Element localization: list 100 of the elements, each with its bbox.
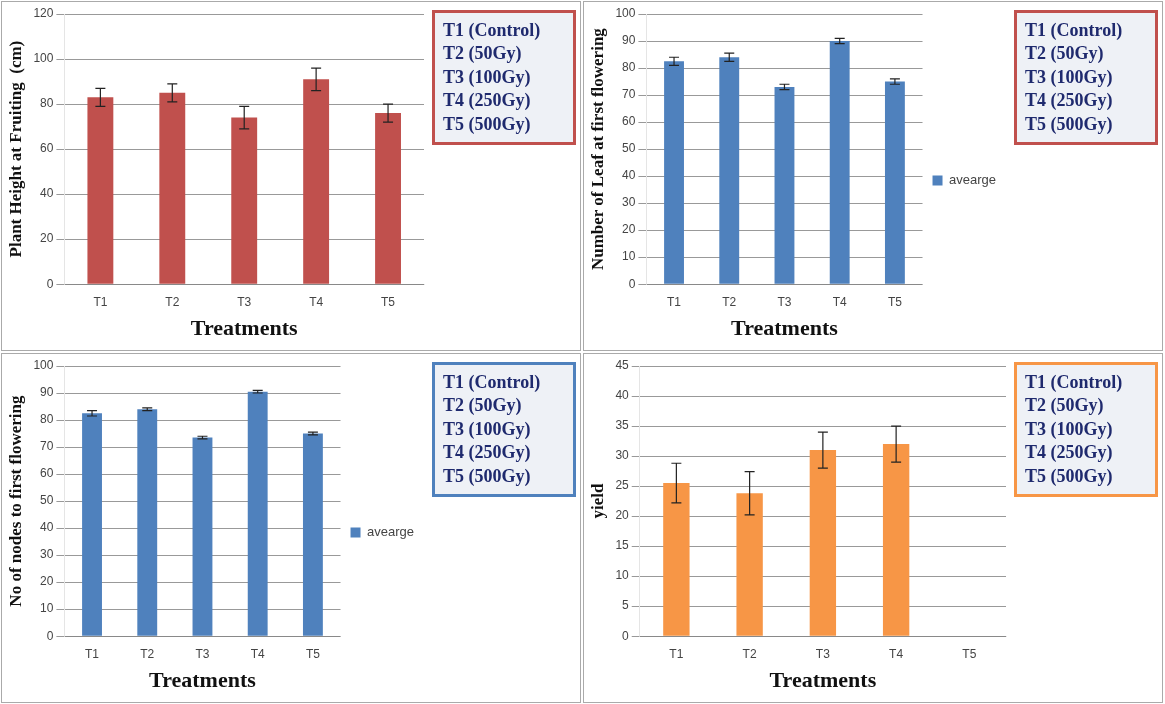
legend-label: avearge	[367, 524, 415, 540]
y-tick-label: 100	[615, 6, 636, 21]
text: T1 (Control)	[443, 371, 542, 394]
x-tick-label: T1	[669, 646, 684, 661]
y-axis-title: yield	[587, 483, 607, 519]
y-tick-label: 60	[40, 466, 54, 481]
y-tick-label: 35	[615, 418, 630, 433]
bar	[829, 41, 850, 284]
x-tick-label: T2	[140, 646, 155, 661]
x-tick-label: T3	[237, 294, 252, 309]
bar	[192, 437, 213, 636]
x-tick-label: T5	[305, 646, 321, 661]
bar	[809, 450, 837, 636]
text: T4 (250Gy)	[443, 441, 532, 465]
text: T2 (50Gy)	[443, 394, 523, 418]
x-tick-label: T5	[887, 294, 903, 309]
text: T5 (500Gy)	[443, 464, 532, 488]
y-tick-label: 0	[622, 628, 630, 643]
y-tick-label: 60	[40, 141, 54, 156]
x-tick-label: T1	[85, 646, 100, 661]
bar	[137, 409, 158, 636]
bar	[231, 117, 258, 284]
y-tick-label: 0	[46, 628, 54, 643]
y-tick-label: 50	[622, 141, 636, 156]
bar	[82, 413, 102, 636]
x-axis-title: Treatments	[190, 315, 298, 341]
bar	[303, 79, 330, 284]
text: T1 (Control)	[1025, 371, 1124, 394]
x-tick-label: T2	[722, 294, 737, 309]
y-tick-label: 120	[33, 6, 54, 21]
text: T2 (50Gy)	[1025, 42, 1105, 66]
x-tick-label: T4	[889, 646, 904, 661]
x-axis-title: Treatments	[731, 315, 839, 341]
bar	[719, 57, 740, 284]
y-tick-label: 30	[615, 448, 630, 463]
bar	[736, 493, 763, 636]
x-tick-label: T1	[667, 294, 682, 309]
text: T3 (100Gy)	[1025, 65, 1114, 89]
x-tick-label: T4	[832, 294, 848, 309]
bar	[663, 483, 690, 636]
y-tick-label: 80	[622, 60, 636, 75]
y-tick-label: 60	[622, 114, 636, 129]
y-tick-label: 5	[622, 598, 630, 613]
y-tick-label: 40	[40, 520, 54, 535]
text: T3 (100Gy)	[1025, 417, 1114, 441]
y-tick-label: 30	[40, 547, 54, 562]
y-tick-label: 20	[40, 574, 54, 589]
y-tick-label: 80	[40, 412, 54, 427]
y-tick-label: 45	[615, 358, 630, 373]
bar	[159, 92, 186, 284]
text: T3 (100Gy)	[443, 417, 532, 441]
x-tick-label: T3	[195, 646, 210, 661]
y-tick-label: 70	[622, 87, 636, 102]
text: T1 (Control)	[1025, 19, 1124, 42]
text: T2 (50Gy)	[1025, 394, 1105, 418]
y-tick-label: 40	[40, 186, 54, 201]
y-tick-label: 10	[615, 568, 630, 583]
bar	[302, 433, 323, 636]
x-tick-label: T4	[309, 294, 324, 309]
text: T4 (250Gy)	[1025, 441, 1114, 465]
y-axis-title: No of nodes to first flowering	[5, 395, 25, 607]
x-tick-label: T4	[250, 646, 266, 661]
y-tick-label: 0	[46, 276, 54, 291]
text: T5 (500Gy)	[1025, 464, 1114, 488]
legend-label: avearge	[949, 172, 997, 188]
x-tick-label: T3	[777, 294, 792, 309]
text: T2 (50Gy)	[443, 42, 523, 66]
y-tick-label: 100	[33, 358, 54, 373]
y-tick-label: 10	[622, 249, 636, 264]
bar	[375, 113, 401, 284]
y-tick-label: 20	[615, 508, 630, 523]
y-tick-label: 90	[622, 33, 636, 48]
text: T5 (500Gy)	[1025, 112, 1114, 136]
x-tick-label: T5	[962, 646, 977, 661]
x-tick-label: T5	[381, 294, 396, 309]
y-tick-label: 20	[40, 231, 54, 246]
y-tick-label: 30	[622, 195, 636, 210]
y-tick-label: 100	[33, 51, 54, 66]
bar	[664, 61, 684, 284]
bar	[87, 97, 114, 284]
x-tick-label: T2	[165, 294, 180, 309]
x-tick-label: T1	[93, 294, 108, 309]
y-tick-label: 10	[40, 601, 54, 616]
bar	[882, 444, 910, 636]
y-axis-title: Plant Height at Fruiting (cm)	[5, 40, 25, 258]
y-axis-title: Number of Leaf at first flowering	[587, 27, 607, 271]
text: T5 (500Gy)	[443, 112, 532, 136]
y-tick-label: 0	[628, 276, 636, 291]
bar	[884, 81, 905, 284]
x-tick-label: T3	[815, 646, 831, 661]
y-tick-label: 80	[40, 96, 54, 111]
y-tick-label: 15	[615, 538, 630, 553]
text: T3 (100Gy)	[443, 65, 532, 89]
y-tick-label: 90	[40, 385, 54, 400]
y-tick-label: 40	[622, 168, 636, 183]
y-tick-label: 70	[40, 439, 54, 454]
y-tick-label: 20	[622, 222, 636, 237]
x-axis-title: Treatments	[149, 667, 257, 693]
bar	[247, 391, 268, 636]
text: T4 (250Gy)	[1025, 89, 1114, 113]
